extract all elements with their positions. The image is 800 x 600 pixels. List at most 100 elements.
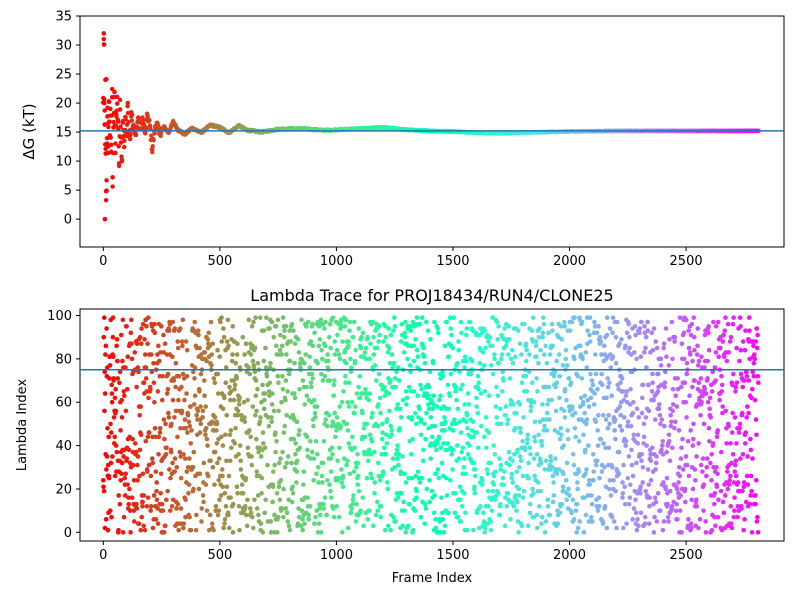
lambda-point xyxy=(593,419,599,425)
lambda-point xyxy=(552,428,558,433)
lambda-point xyxy=(507,337,512,342)
lambda-point xyxy=(643,334,649,340)
lambda-point xyxy=(247,506,253,511)
lambda-point xyxy=(230,530,236,535)
lambda-point xyxy=(493,404,499,409)
lambda-point xyxy=(155,521,161,526)
lambda-point xyxy=(235,341,240,346)
lambda-point xyxy=(575,525,581,531)
lambda-point xyxy=(574,501,580,507)
lambda-point xyxy=(610,464,615,470)
lambda-point xyxy=(148,508,153,513)
lambda-point xyxy=(642,521,648,526)
lambda-point xyxy=(455,360,460,366)
lambda-point xyxy=(639,410,645,416)
lambda-point xyxy=(607,477,613,483)
lambda-point xyxy=(219,315,224,320)
lambda-point xyxy=(613,334,619,340)
lambda-point xyxy=(653,460,659,466)
lambda-point xyxy=(339,324,344,329)
lambda-point xyxy=(324,512,330,518)
lambda-point xyxy=(363,345,369,351)
lambda-point xyxy=(197,389,202,394)
lambda-point xyxy=(284,510,290,516)
lambda-point xyxy=(718,488,724,494)
lambda-point xyxy=(428,415,434,420)
lambda-point xyxy=(323,319,328,325)
lambda-point xyxy=(121,389,127,394)
lambda-point xyxy=(449,451,455,457)
lambda-point xyxy=(267,380,273,386)
lambda-point xyxy=(475,373,481,379)
lambda-point xyxy=(647,495,652,500)
lambda-point xyxy=(119,397,125,403)
lambda-point xyxy=(162,436,167,442)
lambda-point xyxy=(339,399,345,405)
lambda-point xyxy=(459,330,464,336)
lambda-point xyxy=(525,432,531,438)
lambda-point xyxy=(686,345,692,351)
lambda-point xyxy=(148,386,153,392)
lambda-point xyxy=(298,523,304,529)
lambda-point xyxy=(221,326,226,331)
lambda-point xyxy=(423,501,428,507)
lambda-point xyxy=(417,406,422,412)
lambda-point xyxy=(582,410,587,416)
lambda-point xyxy=(695,363,701,368)
lambda-point xyxy=(503,495,508,500)
lambda-point xyxy=(243,512,249,518)
lambda-point xyxy=(283,506,288,511)
lambda-point xyxy=(287,527,293,533)
lambda-point xyxy=(479,482,485,487)
lambda-point xyxy=(389,432,394,438)
lambda-point xyxy=(642,350,647,355)
lambda-point xyxy=(376,371,382,377)
lambda-point xyxy=(141,493,147,498)
lambda-point xyxy=(353,404,358,409)
lambda-point xyxy=(296,506,301,511)
lambda-point xyxy=(123,365,128,370)
lambda-point xyxy=(375,508,381,513)
lambda-point xyxy=(322,373,328,379)
lambda-point xyxy=(300,378,306,383)
lambda-point xyxy=(346,404,352,409)
lambda-point xyxy=(340,484,346,490)
delta-g-point xyxy=(108,135,113,140)
lambda-point xyxy=(558,425,564,431)
lambda-point xyxy=(392,324,398,329)
lambda-point xyxy=(401,350,407,355)
lambda-point xyxy=(435,326,441,331)
lambda-point xyxy=(152,321,157,327)
lambda-point xyxy=(719,382,725,388)
lambda-point xyxy=(300,527,305,533)
lambda-point xyxy=(125,386,130,392)
lambda-point xyxy=(586,443,591,448)
lambda-point xyxy=(430,406,436,412)
lambda-point xyxy=(532,434,537,440)
lambda-point xyxy=(699,354,704,360)
lambda-point xyxy=(187,456,192,461)
lambda-point xyxy=(735,504,741,509)
lambda-point xyxy=(562,386,568,392)
lambda-point xyxy=(164,391,170,396)
lambda-point xyxy=(220,406,226,412)
lambda-point xyxy=(401,499,406,505)
lambda-point xyxy=(316,521,322,526)
lambda-point xyxy=(314,471,319,477)
lambda-point xyxy=(509,475,514,481)
lambda-point xyxy=(224,339,230,344)
lambda-point xyxy=(124,324,129,329)
lambda-point xyxy=(638,354,644,360)
x-tick-label: 2500 xyxy=(670,548,703,563)
lambda-point xyxy=(114,337,120,342)
lambda-point xyxy=(144,324,149,329)
lambda-point xyxy=(340,530,345,535)
lambda-point xyxy=(519,523,525,529)
lambda-point xyxy=(413,337,418,342)
lambda-point xyxy=(197,471,203,477)
lambda-point xyxy=(690,436,696,442)
lambda-point xyxy=(646,482,652,487)
lambda-point xyxy=(249,462,255,468)
lambda-point xyxy=(289,499,295,505)
lambda-point xyxy=(339,467,344,472)
